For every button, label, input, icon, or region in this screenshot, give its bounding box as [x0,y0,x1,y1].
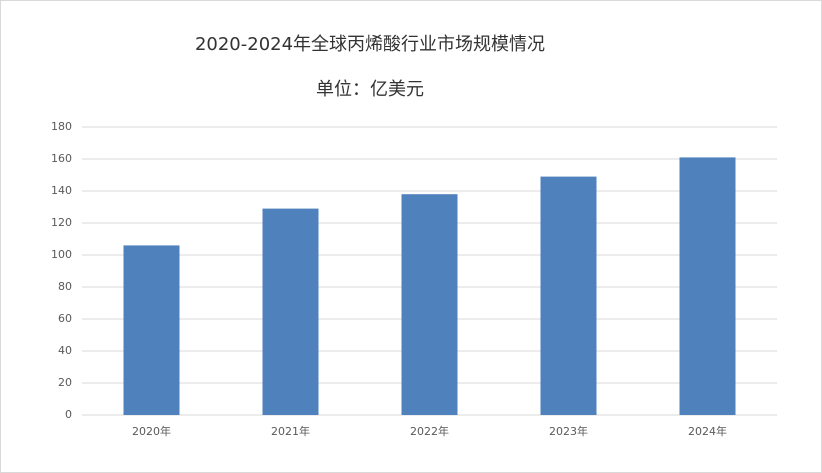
y-tick-label: 20 [58,376,72,389]
x-tick-label: 2021年 [271,424,310,438]
x-tick-label: 2023年 [549,424,588,438]
y-tick-label: 40 [58,344,72,357]
x-tick-label: 2022年 [410,424,449,438]
y-tick-label: 160 [51,152,72,165]
y-tick-label: 140 [51,184,72,197]
y-tick-label: 80 [58,280,72,293]
y-tick-label: 120 [51,216,72,229]
x-tick-label: 2024年 [688,424,727,438]
x-tick-label: 2020年 [132,424,171,438]
y-tick-label: 0 [65,408,72,421]
bar [679,157,736,415]
bar [123,245,180,415]
chart-title: 2020-2024年全球丙烯酸行业市场规模情况 [195,34,545,55]
y-tick-label: 100 [51,248,72,261]
y-tick-label: 60 [58,312,72,325]
y-tick-label: 180 [51,120,72,133]
bar [262,208,319,415]
bar [401,194,458,415]
bar [540,176,597,415]
chart-subtitle: 单位：亿美元 [316,79,424,100]
